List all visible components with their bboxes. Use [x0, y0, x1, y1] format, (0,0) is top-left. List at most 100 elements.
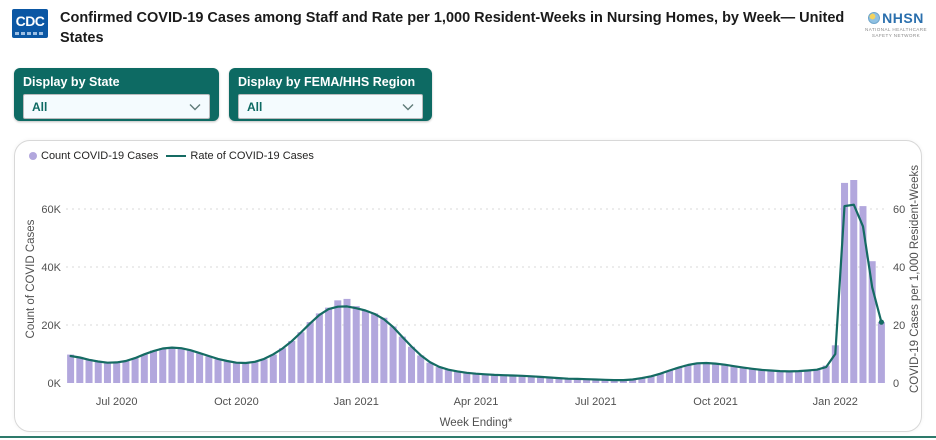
case-count-bar[interactable] [343, 298, 351, 383]
case-count-bar[interactable] [831, 345, 839, 383]
case-count-bar[interactable] [472, 373, 480, 383]
rate-line[interactable] [69, 203, 883, 382]
case-count-bar[interactable] [131, 358, 139, 383]
case-count-bar[interactable] [85, 359, 93, 383]
case-count-bar[interactable] [232, 362, 240, 383]
case-count-bar[interactable] [518, 375, 526, 383]
case-count-bar[interactable] [463, 372, 471, 383]
case-count-bar[interactable] [435, 367, 443, 383]
case-count-bar[interactable] [76, 356, 84, 383]
case-count-bar[interactable] [739, 367, 747, 383]
case-count-bar[interactable] [103, 362, 111, 383]
case-count-bar[interactable] [776, 371, 784, 383]
case-count-bar[interactable] [361, 310, 369, 384]
case-count-bar[interactable] [481, 374, 489, 383]
case-count-bar[interactable] [877, 322, 885, 383]
state-dropdown[interactable]: All [23, 94, 210, 119]
case-count-bar[interactable] [546, 377, 554, 383]
case-count-bar[interactable] [408, 346, 416, 383]
case-count-bar[interactable] [536, 376, 544, 383]
case-count-bar[interactable] [629, 379, 637, 383]
case-count-bar[interactable] [67, 354, 75, 383]
case-count-bar[interactable] [610, 380, 618, 383]
case-count-bar[interactable] [665, 370, 673, 383]
case-count-bar[interactable] [371, 313, 379, 383]
case-count-bar[interactable] [168, 347, 176, 383]
case-count-bar[interactable] [334, 300, 342, 383]
case-count-bar[interactable] [675, 367, 683, 383]
case-count-bar[interactable] [306, 322, 314, 383]
case-count-bar[interactable] [214, 359, 222, 383]
case-count-bar[interactable] [500, 375, 508, 383]
case-count-bar[interactable] [693, 362, 701, 383]
case-count-bar[interactable] [859, 206, 867, 383]
case-count-bar[interactable] [426, 362, 434, 383]
case-count-bar[interactable] [712, 363, 720, 383]
case-count-bar[interactable] [748, 369, 756, 383]
case-count-bar[interactable] [573, 378, 581, 383]
case-count-bar[interactable] [444, 369, 452, 383]
case-count-bar[interactable] [325, 307, 333, 383]
case-count-bar[interactable] [242, 363, 250, 383]
case-count-bar[interactable] [279, 348, 287, 383]
case-count-bar[interactable] [868, 261, 876, 383]
filter-state-label: Display by State [23, 75, 120, 89]
case-count-bar[interactable] [380, 317, 388, 383]
case-count-bar[interactable] [417, 355, 425, 383]
case-count-bar[interactable] [196, 353, 204, 383]
case-count-bar[interactable] [564, 378, 572, 383]
state-dropdown-value: All [32, 99, 48, 114]
case-count-bar[interactable] [297, 332, 305, 383]
legend-rate-label: Rate of COVID-19 Cases [190, 150, 314, 162]
case-count-bar[interactable] [389, 326, 397, 383]
case-count-bar[interactable] [592, 379, 600, 383]
case-count-bar[interactable] [767, 370, 775, 383]
case-count-bar[interactable] [583, 379, 591, 383]
case-count-bar[interactable] [315, 313, 323, 383]
x-axis-tick-label: Jul 2020 [96, 396, 138, 408]
case-count-bar[interactable] [251, 362, 259, 383]
case-count-bar[interactable] [601, 379, 609, 383]
case-count-bar[interactable] [730, 366, 738, 383]
case-count-bar[interactable] [785, 371, 793, 383]
case-count-bar[interactable] [260, 359, 268, 383]
case-count-bar[interactable] [758, 369, 766, 383]
case-count-bar[interactable] [794, 371, 802, 383]
region-dropdown[interactable]: All [238, 94, 423, 119]
case-count-bar[interactable] [113, 362, 121, 383]
case-count-bar[interactable] [150, 350, 158, 383]
case-count-bar[interactable] [656, 373, 664, 383]
case-count-bar[interactable] [490, 374, 498, 383]
case-count-bar[interactable] [398, 336, 406, 383]
case-count-bar[interactable] [721, 365, 729, 383]
case-count-bar[interactable] [638, 378, 646, 383]
case-count-bar[interactable] [841, 182, 849, 383]
case-count-bar[interactable] [223, 361, 231, 383]
case-count-bar[interactable] [509, 375, 517, 383]
case-count-bar[interactable] [850, 180, 858, 383]
case-count-bar[interactable] [288, 340, 296, 383]
legend-item-rate[interactable]: Rate of COVID-19 Cases [166, 150, 314, 162]
case-count-bar[interactable] [140, 354, 148, 383]
case-count-bar[interactable] [684, 364, 692, 383]
chart-plot-svg[interactable]: 0K 0 20K 20 40K 40 60K 60 Jul 2020 Oct 2020 Jan 20… [15, 167, 921, 431]
case-count-bar[interactable] [94, 361, 102, 383]
case-count-bar[interactable] [822, 365, 830, 383]
case-count-bar[interactable] [702, 362, 710, 383]
case-count-bar[interactable] [804, 370, 812, 383]
case-count-bar[interactable] [454, 371, 462, 383]
case-count-bar[interactable] [177, 348, 185, 383]
legend-item-count[interactable]: Count COVID-19 Cases [29, 150, 158, 162]
case-count-bar[interactable] [619, 380, 627, 383]
case-count-bar[interactable] [527, 376, 535, 383]
case-count-bar[interactable] [555, 378, 563, 383]
case-count-bar[interactable] [122, 360, 130, 383]
case-count-bar[interactable] [352, 306, 360, 383]
nhsn-name: NHSN [882, 10, 924, 26]
case-count-bar[interactable] [186, 350, 194, 383]
case-count-bar[interactable] [159, 348, 167, 383]
case-count-bar[interactable] [205, 356, 213, 383]
case-count-bar[interactable] [647, 376, 655, 383]
case-count-bar[interactable] [269, 354, 277, 383]
case-count-bar[interactable] [813, 369, 821, 383]
